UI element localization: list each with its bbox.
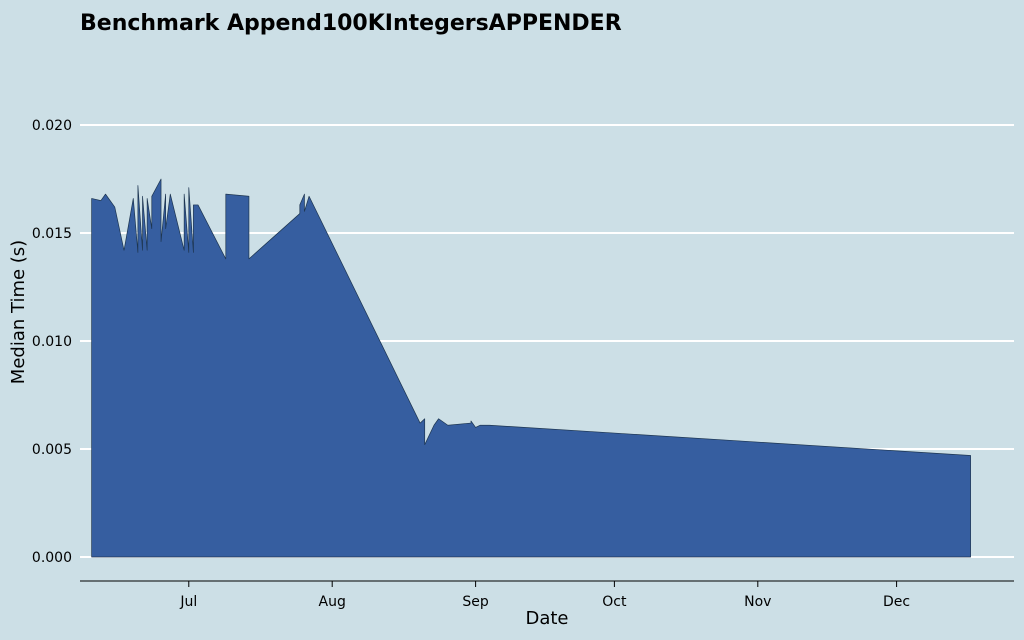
x-ticks: Jul Aug Sep Oct Nov Dec <box>179 581 910 610</box>
x-tick-label: Dec <box>883 594 910 610</box>
data-area <box>91 178 971 558</box>
x-axis-title: Date <box>525 608 568 629</box>
x-tick-label: Aug <box>319 594 346 610</box>
x-tick-label: Nov <box>744 594 771 610</box>
y-tick-label: 0.000 <box>32 550 72 566</box>
y-tick-label: 0.020 <box>32 118 72 134</box>
y-tick-labels: 0.000 0.005 0.010 0.015 0.020 <box>32 118 72 566</box>
y-tick-label: 0.015 <box>32 226 72 242</box>
y-tick-label: 0.005 <box>32 442 72 458</box>
y-tick-label: 0.010 <box>32 334 72 350</box>
x-tick-label: Jul <box>179 594 197 610</box>
y-axis-title: Median Time (s) <box>8 240 29 384</box>
x-tick-label: Oct <box>602 594 627 610</box>
x-tick-label: Sep <box>462 594 489 610</box>
chart-title: Benchmark Append100KIntegersAPPENDER <box>80 11 622 36</box>
